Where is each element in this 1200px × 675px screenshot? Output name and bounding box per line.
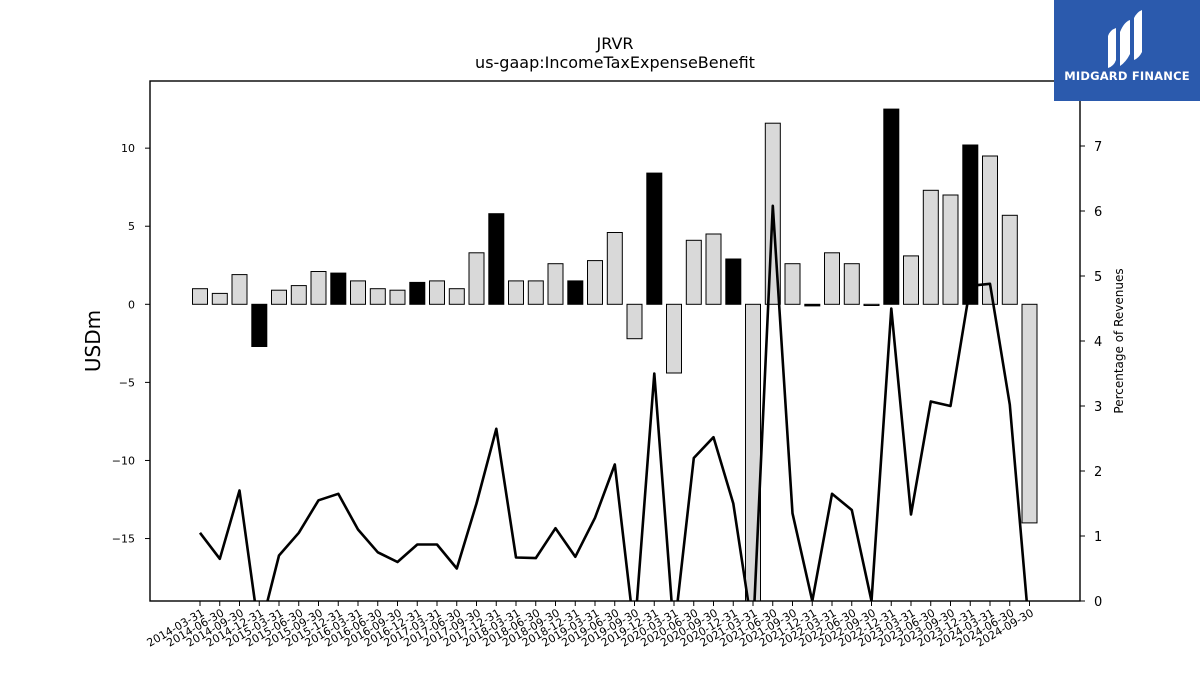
bar — [942, 194, 959, 305]
bar — [962, 144, 979, 305]
line-series — [198, 204, 1029, 601]
bar — [646, 172, 663, 305]
bar — [725, 258, 742, 305]
bar — [211, 292, 228, 305]
y2-tick-label: 1 — [1094, 530, 1102, 545]
bar — [448, 288, 465, 305]
y-tick-label: 0 — [128, 298, 135, 311]
bar — [922, 189, 939, 305]
bar — [626, 303, 643, 340]
plot-frame — [149, 80, 1081, 602]
bar — [192, 288, 208, 305]
bar — [685, 239, 702, 305]
y-tick-label: −5 — [119, 376, 135, 389]
bar — [567, 280, 584, 305]
bar — [784, 263, 801, 305]
chart-title: JRVR — [595, 34, 633, 53]
bar — [824, 252, 840, 305]
logo-text: MIDGARD FINANCE — [1064, 69, 1190, 83]
y2-tick-label: 4 — [1094, 335, 1102, 350]
bar — [251, 303, 268, 347]
y2-tick-label: 3 — [1094, 400, 1102, 415]
logo-mark-icon — [1108, 10, 1142, 68]
bar — [804, 303, 821, 307]
bar — [290, 285, 307, 305]
bar — [745, 303, 761, 602]
bar — [231, 274, 248, 305]
brand-logo: MIDGARD FINANCE — [1054, 0, 1200, 101]
bar — [666, 303, 682, 374]
y-tick-label: −15 — [112, 533, 135, 546]
y2-tick-label: 7 — [1094, 140, 1102, 155]
y2-tick-label: 6 — [1094, 205, 1102, 220]
bar — [409, 281, 426, 305]
bar — [705, 233, 722, 305]
bar — [527, 280, 544, 305]
bar — [1021, 303, 1038, 524]
y-tick-label: 10 — [121, 142, 135, 155]
bar-series — [192, 108, 1038, 602]
y2-axis-label: Percentage of Revenues — [1112, 268, 1126, 413]
bar — [369, 288, 386, 305]
bar — [508, 280, 524, 305]
bar — [606, 232, 623, 305]
y2-tick-label: 5 — [1094, 270, 1102, 285]
axes: −15−10−50510012345672014-03-312014-06-30… — [112, 80, 1102, 650]
bar — [488, 213, 505, 305]
bar — [903, 255, 919, 305]
bar — [843, 263, 860, 305]
y-tick-label: 5 — [128, 220, 135, 233]
bar — [982, 155, 998, 305]
y2-tick-label: 2 — [1094, 465, 1102, 480]
bar — [271, 289, 287, 305]
bar — [547, 263, 564, 305]
bar — [1001, 214, 1018, 305]
y2-tick-label: 0 — [1094, 595, 1102, 610]
bar — [350, 280, 366, 305]
bar — [310, 271, 327, 305]
y-axis-label: USDm — [81, 310, 105, 372]
bar — [429, 280, 445, 305]
percentage-line — [198, 204, 1029, 601]
bar — [587, 260, 603, 305]
y-tick-label: −10 — [112, 454, 135, 467]
bar — [863, 303, 880, 306]
bar — [389, 289, 406, 305]
bar — [468, 252, 485, 305]
chart-subtitle: us-gaap:IncomeTaxExpenseBenefit — [475, 53, 755, 72]
bar — [883, 108, 900, 305]
bar — [330, 272, 347, 305]
